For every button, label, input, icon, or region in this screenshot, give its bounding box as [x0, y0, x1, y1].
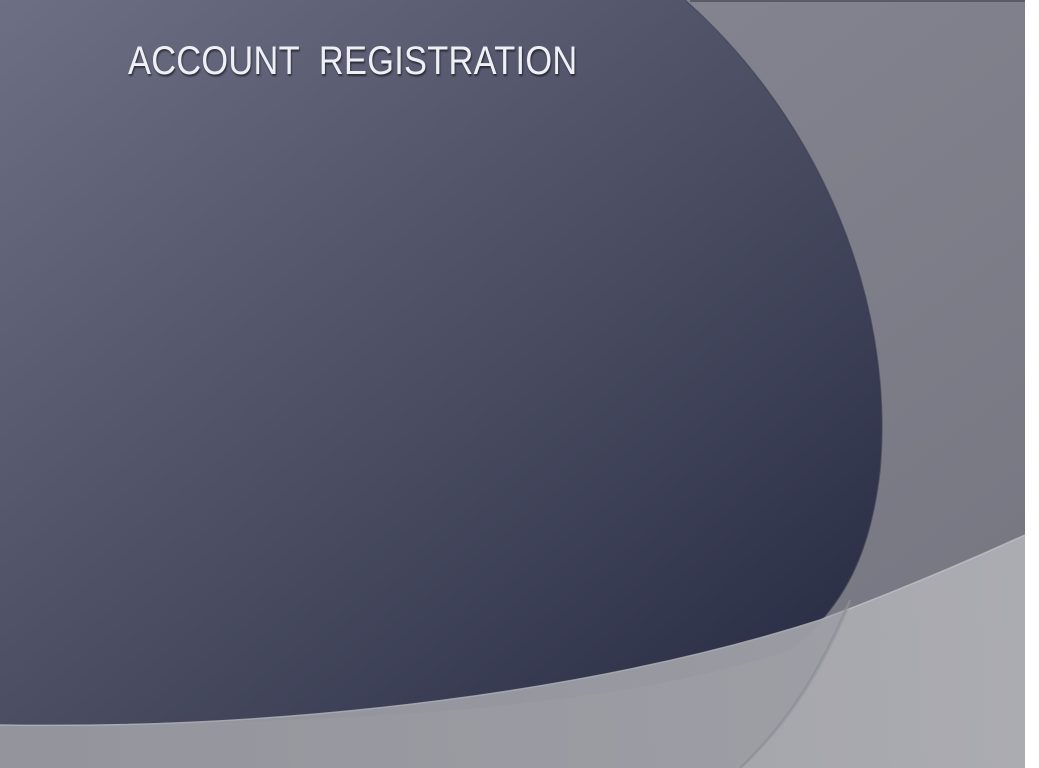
top-edge-line: [690, 0, 1025, 2]
lower-sweep-band: [0, 535, 1025, 768]
dark-curved-shape: [0, 0, 882, 725]
dark-shape-edge: [684, 0, 883, 651]
dark-curve-continuation: [739, 599, 851, 768]
lower-band-edge: [0, 534, 1025, 727]
slide-title: ACCOUNT REGISTRATION: [128, 39, 578, 83]
band-overlap-tint: [0, 602, 852, 768]
